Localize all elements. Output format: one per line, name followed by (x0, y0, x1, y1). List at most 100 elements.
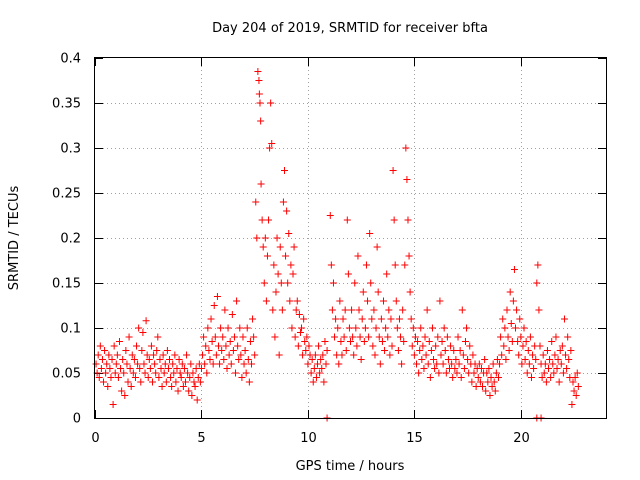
data-point (570, 387, 578, 395)
data-point (452, 356, 460, 363)
data-point (384, 333, 392, 341)
data-point (549, 360, 557, 368)
data-point (191, 383, 199, 390)
data-point (290, 243, 298, 251)
data-point (274, 270, 282, 278)
data-point (303, 333, 311, 341)
data-point (513, 306, 521, 314)
data-point (270, 261, 278, 269)
data-point (164, 365, 172, 372)
data-point (141, 369, 149, 377)
data-point (124, 378, 132, 386)
data-point (174, 387, 182, 395)
data-point (140, 360, 148, 368)
data-point (436, 297, 444, 305)
data-point (246, 338, 254, 345)
data-point (408, 342, 416, 350)
data-point (365, 333, 373, 341)
data-point (261, 234, 269, 242)
data-point (301, 338, 309, 345)
data-point (211, 333, 219, 341)
data-point (370, 306, 378, 314)
data-point (213, 293, 221, 300)
data-point (134, 360, 142, 368)
plot-frame (94, 57, 607, 419)
data-point (225, 351, 233, 359)
data-point (250, 333, 258, 341)
data-point (265, 216, 273, 224)
data-point (411, 333, 419, 341)
data-point (504, 333, 512, 341)
y-tick-label: 0.4 (60, 52, 81, 67)
data-point (315, 342, 323, 350)
data-point (418, 356, 426, 363)
data-point (166, 356, 174, 363)
data-point (268, 140, 276, 147)
data-point (350, 351, 358, 359)
data-point (378, 338, 386, 345)
data-point (153, 347, 161, 354)
data-point (136, 365, 144, 372)
data-point (404, 216, 412, 224)
data-point (254, 68, 262, 75)
data-point (311, 351, 319, 359)
data-point (417, 324, 425, 332)
data-point (121, 392, 129, 399)
data-point (157, 365, 165, 372)
data-point (397, 333, 405, 341)
x-tick-label: 20 (513, 431, 530, 446)
data-point (387, 315, 395, 323)
data-point (285, 230, 293, 237)
data-point (485, 365, 493, 372)
data-point (245, 378, 253, 386)
data-point (413, 360, 421, 368)
data-point (535, 306, 543, 314)
data-point (203, 369, 211, 377)
data-point (193, 396, 201, 404)
data-point (221, 306, 229, 314)
data-point (332, 315, 340, 323)
data-point (196, 378, 204, 386)
data-point (271, 333, 279, 341)
data-point (494, 374, 502, 381)
data-point (131, 374, 139, 381)
data-point (367, 279, 375, 287)
data-point (402, 144, 410, 152)
data-point (490, 378, 498, 386)
data-point (405, 252, 413, 260)
data-point (377, 315, 385, 323)
data-point (562, 351, 570, 359)
data-point (147, 342, 155, 350)
data-point (253, 234, 261, 242)
data-point (255, 77, 263, 84)
data-point (137, 378, 145, 386)
data-point (539, 351, 547, 359)
data-point (283, 207, 291, 215)
data-point (435, 369, 443, 377)
data-point (571, 374, 579, 381)
data-point (210, 302, 218, 309)
data-point (541, 360, 549, 368)
data-point (257, 117, 265, 125)
data-point (296, 329, 304, 336)
data-point (205, 347, 213, 354)
data-point (239, 333, 247, 341)
data-point (105, 351, 113, 359)
data-point (117, 365, 125, 372)
data-point (553, 365, 561, 372)
data-point (334, 324, 342, 332)
data-point (366, 230, 374, 237)
data-point (142, 317, 150, 325)
data-point (146, 365, 154, 372)
data-point (529, 351, 537, 359)
data-point (527, 374, 535, 381)
data-point (540, 369, 548, 377)
data-point (102, 369, 110, 377)
data-point (521, 356, 529, 363)
data-point (328, 306, 336, 314)
data-point (564, 333, 572, 341)
data-point (407, 315, 415, 323)
data-point (172, 378, 180, 386)
data-point (214, 342, 222, 350)
data-point (567, 347, 575, 354)
